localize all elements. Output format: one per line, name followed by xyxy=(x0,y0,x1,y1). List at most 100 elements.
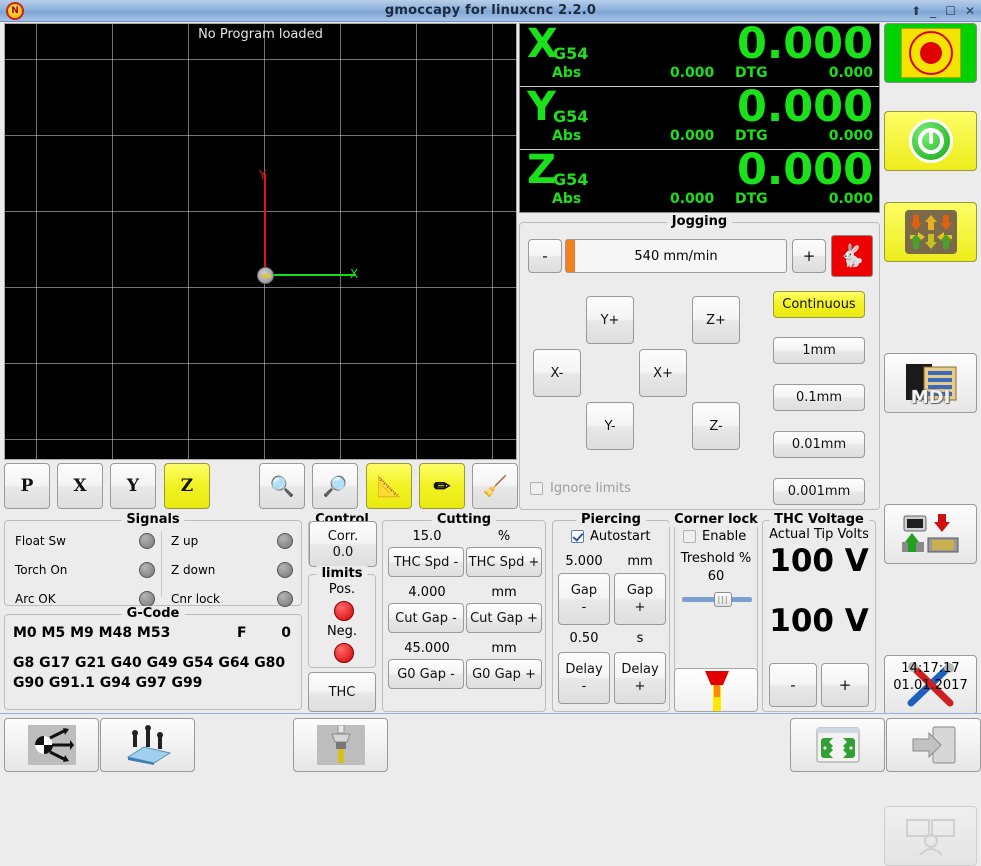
user-tabs-button[interactable] xyxy=(884,806,977,866)
dro-abs-label: Abs xyxy=(552,128,582,144)
signal-arc-ok: Arc OK xyxy=(15,591,155,607)
dro-dtg-label: DTG xyxy=(735,65,768,81)
pierce-delay-minus-button[interactable]: Delay - xyxy=(558,652,610,704)
autostart-checkbox[interactable] xyxy=(571,530,584,543)
touch-off-button[interactable] xyxy=(4,718,99,772)
jog-increment-continuous[interactable]: Continuous xyxy=(773,291,865,318)
jog-increment-0.001mm[interactable]: 0.001mm xyxy=(773,478,865,505)
mdi-label: MDI xyxy=(910,387,951,408)
threshold-label: Treshold % xyxy=(680,551,752,566)
dro-axis-letter: Z xyxy=(527,147,557,193)
jog-increment-0.01mm[interactable]: 0.01mm xyxy=(773,431,865,458)
auto-mode-button[interactable] xyxy=(884,504,977,564)
thc-volts-plus-button[interactable]: + xyxy=(821,663,869,707)
piercing-panel: Piercing Autostart 5.000 mm Gap - Gap + 0.… xyxy=(552,512,670,712)
manual-mode-button[interactable] xyxy=(884,202,977,262)
ignore-limits-row[interactable]: Ignore limits xyxy=(530,481,631,496)
jog-y-minus-button[interactable]: Y- xyxy=(586,402,634,450)
dro-row-z[interactable]: Z G54 0.000 Abs 0.000 DTG 0.000 xyxy=(520,145,879,213)
cutting-panel: Cutting 15.0 % THC Spd - THC Spd + 4.000… xyxy=(382,512,546,712)
jog-z-plus-button[interactable]: Z+ xyxy=(692,296,740,344)
limit-neg-led xyxy=(334,643,354,663)
zoom-out-button[interactable]: 🔎 xyxy=(312,463,358,509)
minimize-icon[interactable]: _ xyxy=(930,4,937,18)
dro-abs-label: Abs xyxy=(552,65,582,81)
close-icon[interactable]: ✕ xyxy=(964,4,975,18)
thc-speed-plus-button[interactable]: THC Spd + xyxy=(466,547,542,577)
g0-gap-minus-button[interactable]: G0 Gap - xyxy=(388,659,464,689)
maximize-icon[interactable]: ☐ xyxy=(945,4,956,18)
corner-enable-row[interactable]: Enable xyxy=(683,529,746,544)
pierce-gap-minus-l1: Gap xyxy=(570,583,598,598)
cut-gap-minus-button[interactable]: Cut Gap - xyxy=(388,603,464,633)
signal-led xyxy=(139,562,155,578)
corner-enable-checkbox[interactable] xyxy=(683,530,696,543)
cutting-title: Cutting xyxy=(431,512,497,527)
dro-axis-letter: X xyxy=(527,21,558,67)
pierce-gap-plus-l2: + xyxy=(634,600,646,615)
thc-toggle-button[interactable]: THC xyxy=(308,672,376,712)
app-icon: N xyxy=(6,2,24,20)
dro-value: 0.000 xyxy=(736,145,873,195)
clear-plot-button[interactable]: 🧹 xyxy=(472,463,518,509)
machine-power-button[interactable] xyxy=(884,111,977,171)
jog-velocity-plus-button[interactable]: + xyxy=(792,239,826,273)
show-dimensions-button[interactable]: 📐 xyxy=(366,463,412,509)
thc-speed-minus-button[interactable]: THC Spd - xyxy=(388,547,464,577)
jog-y-plus-button[interactable]: Y+ xyxy=(586,296,634,344)
jog-increment-0.1mm[interactable]: 0.1mm xyxy=(773,384,865,411)
ignore-limits-checkbox[interactable] xyxy=(530,482,543,495)
signal-led xyxy=(139,533,155,549)
mdi-mode-button[interactable]: MDI xyxy=(884,353,977,413)
shade-icon[interactable]: ⬆ xyxy=(911,4,922,18)
pierce-gap-minus-button[interactable]: Gap - xyxy=(558,573,610,625)
view-z-button[interactable]: Z xyxy=(164,463,210,509)
jog-velocity-bar[interactable]: 540 mm/min xyxy=(565,239,787,273)
dro-axis-letter: Y xyxy=(527,84,556,130)
gcode-preview[interactable]: No Program loaded Y X xyxy=(4,23,517,460)
rabbit-icon[interactable]: 🐇 xyxy=(831,235,873,277)
jog-z-minus-button[interactable]: Z- xyxy=(692,402,740,450)
correction-value: 0.0 xyxy=(332,545,354,560)
jog-x-plus-button[interactable]: X+ xyxy=(639,349,687,397)
pierce-delay-plus-button[interactable]: Delay + xyxy=(614,652,666,704)
mdi-icon xyxy=(905,364,956,401)
jog-increment-1mm[interactable]: 1mm xyxy=(773,337,865,364)
tool-touch-button[interactable] xyxy=(100,718,195,772)
actual-tip-volts-value: 100 V xyxy=(769,543,869,579)
jog-keys-icon xyxy=(904,210,957,254)
exit-button[interactable] xyxy=(886,718,981,772)
dro-row-x[interactable]: X G54 0.000 Abs 0.000 DTG 0.000 xyxy=(520,21,879,87)
cut-gap-value: 4.000 xyxy=(408,585,446,600)
edit-gcode-button[interactable]: ✏ xyxy=(419,463,465,509)
torch-button[interactable] xyxy=(674,668,758,712)
view-x-button[interactable]: X xyxy=(57,463,103,509)
jog-x-minus-button[interactable]: X- xyxy=(533,349,581,397)
jog-velocity-minus-button[interactable]: - xyxy=(528,239,562,273)
view-toolbar: P X Y Z 🔍 🔎 📐 ✏ 🧹 xyxy=(4,463,518,511)
dro-abs-value: 0.000 xyxy=(670,128,715,144)
zoom-in-button[interactable]: 🔍 xyxy=(259,463,305,509)
autostart-row[interactable]: Autostart xyxy=(571,529,650,544)
pierce-gap-plus-button[interactable]: Gap + xyxy=(614,573,666,625)
threshold-slider-knob[interactable]: ||| xyxy=(714,592,732,607)
user-tabs-icon xyxy=(905,819,955,856)
zoom-out-icon: 🔎 xyxy=(322,474,348,498)
cut-gap-plus-button[interactable]: Cut Gap + xyxy=(466,603,542,633)
fullscreen-button[interactable] xyxy=(790,718,885,772)
tools-icon xyxy=(907,662,954,707)
tool-spindle-icon xyxy=(316,725,365,765)
thc-volts-minus-button[interactable]: - xyxy=(769,663,817,707)
tool-change-button[interactable] xyxy=(293,718,388,772)
g0-gap-plus-button[interactable]: G0 Gap + xyxy=(466,659,542,689)
view-p-button[interactable]: P xyxy=(4,463,50,509)
estop-button[interactable] xyxy=(884,23,977,83)
threshold-slider[interactable]: ||| xyxy=(682,591,752,607)
dro-row-y[interactable]: Y G54 0.000 Abs 0.000 DTG 0.000 xyxy=(520,84,879,150)
signal-label: Z down xyxy=(171,563,216,577)
limit-pos-led xyxy=(334,601,354,621)
clock-widget: 14:17:17 01.01.2017 xyxy=(884,660,977,694)
view-y-button[interactable]: Y xyxy=(110,463,156,509)
g0-gap-value: 45.000 xyxy=(404,641,450,656)
preview-y-axis xyxy=(264,174,266,275)
